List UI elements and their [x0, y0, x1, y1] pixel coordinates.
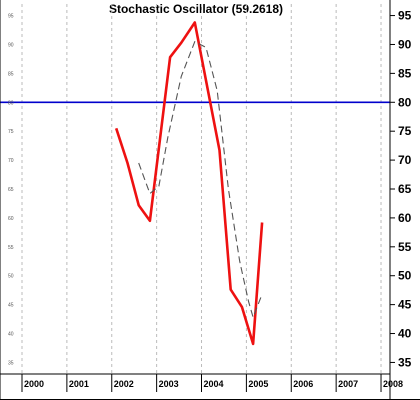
y-tick-label: 40 — [398, 327, 412, 341]
y-tick-label: 80 — [398, 95, 412, 109]
y-tick-label-left: 75 — [8, 129, 14, 135]
y-tick-label-left: 70 — [8, 158, 14, 164]
x-tick-label: 2006 — [293, 379, 313, 389]
y-tick-label: 35 — [398, 355, 412, 369]
x-tick-label: 2003 — [159, 379, 179, 389]
series-group — [114, 21, 264, 346]
x-axis: 2000 2001 2002 2003 2004 2005 2006 2007 2008 — [21, 374, 403, 392]
series-line-signal — [138, 41, 263, 318]
y-tick-label: 60 — [398, 211, 412, 225]
chart-title: Stochastic Oscillator (59.2618) — [109, 2, 283, 16]
y-axis-right: 35 40 45 50 55 60 65 70 75 80 85 90 95 — [390, 9, 412, 369]
y-tick-label-left: 55 — [8, 245, 14, 251]
y-tick-label-left: 95 — [8, 14, 14, 20]
x-tick-label: 2004 — [204, 379, 224, 389]
x-tick-label: 2005 — [248, 379, 268, 389]
x-tick-label: 2008 — [383, 379, 403, 389]
y-tick-label: 75 — [398, 124, 412, 138]
x-tick-label: 2007 — [338, 379, 358, 389]
y-tick-label-left: 50 — [8, 274, 14, 280]
y-tick-label: 55 — [398, 240, 412, 254]
x-tick-label: 2001 — [69, 379, 89, 389]
y-tick-label-left: 40 — [8, 332, 14, 338]
y-tick-label-left: 65 — [8, 187, 14, 193]
y-tick-label-left: 45 — [8, 303, 14, 309]
grid — [21, 4, 382, 374]
y-tick-label: 95 — [398, 9, 412, 23]
y-tick-label: 70 — [398, 153, 412, 167]
y-tick-label: 50 — [398, 269, 412, 283]
y-tick-label: 45 — [398, 298, 412, 312]
series-line-stochastic — [114, 21, 264, 346]
y-tick-label-left: 80 — [8, 100, 14, 106]
y-tick-label-left: 60 — [8, 216, 14, 222]
y-tick-label: 90 — [398, 37, 412, 51]
y-tick-label: 65 — [398, 182, 412, 196]
y-tick-label-left: 85 — [8, 71, 14, 77]
x-tick-label: 2002 — [114, 379, 134, 389]
y-axis-left: 35 40 45 50 55 60 65 70 75 80 85 90 95 — [8, 14, 14, 367]
x-tick-label: 2000 — [24, 379, 44, 389]
y-tick-label-left: 35 — [8, 360, 14, 366]
y-tick-label-left: 90 — [8, 42, 14, 48]
y-tick-label: 85 — [398, 66, 412, 80]
